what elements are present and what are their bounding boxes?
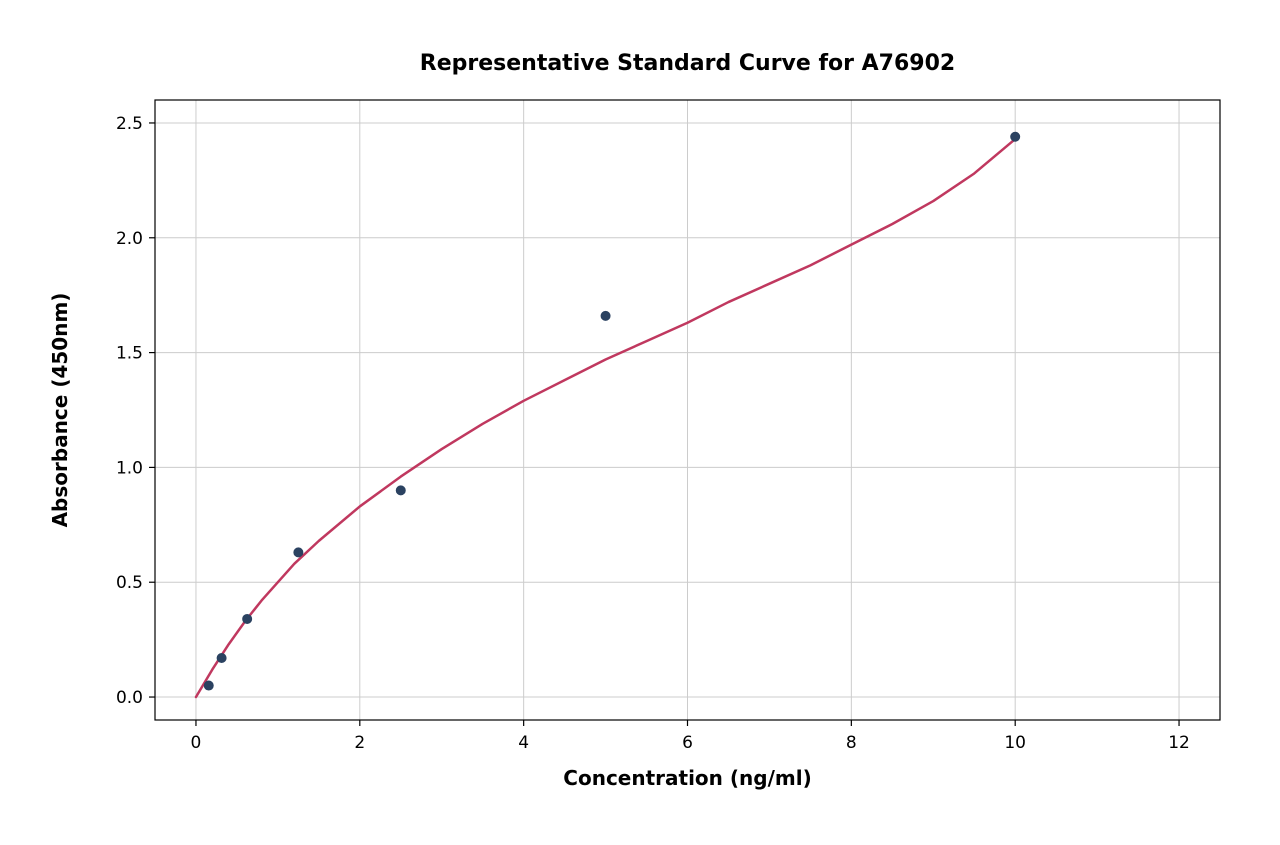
x-tick-label: 12 [1168,733,1190,753]
data-point [396,486,405,495]
x-tick-label: 0 [191,733,202,753]
x-tick-label: 8 [846,733,857,753]
y-tick-label: 0.0 [116,688,143,708]
data-point [1011,132,1020,141]
data-point [204,681,213,690]
y-tick-label: 2.0 [116,229,143,249]
data-point [243,614,252,623]
chart-container: 0 2 4 6 8 10 12 0.0 0.5 1.0 1.5 2.0 2.5 Concentration… [0,0,1280,845]
y-tick-label: 2.5 [116,114,143,134]
y-axis-label: Absorbance (450nm) [48,293,72,528]
x-axis-label: Concentration (ng/ml) [563,766,811,790]
x-tick-label: 4 [518,733,529,753]
data-point [601,311,610,320]
x-tick-label: 10 [1004,733,1026,753]
y-tick-label: 1.0 [116,458,143,478]
x-tick-label: 2 [354,733,365,753]
data-point [217,654,226,663]
y-tick-label: 0.5 [116,573,143,593]
chart-svg: 0 2 4 6 8 10 12 0.0 0.5 1.0 1.5 2.0 2.5 Concentration… [0,0,1280,845]
data-point [294,548,303,557]
y-tick-label: 1.5 [116,344,143,364]
chart-title: Representative Standard Curve for A76902 [420,51,955,76]
x-tick-label: 6 [682,733,693,753]
